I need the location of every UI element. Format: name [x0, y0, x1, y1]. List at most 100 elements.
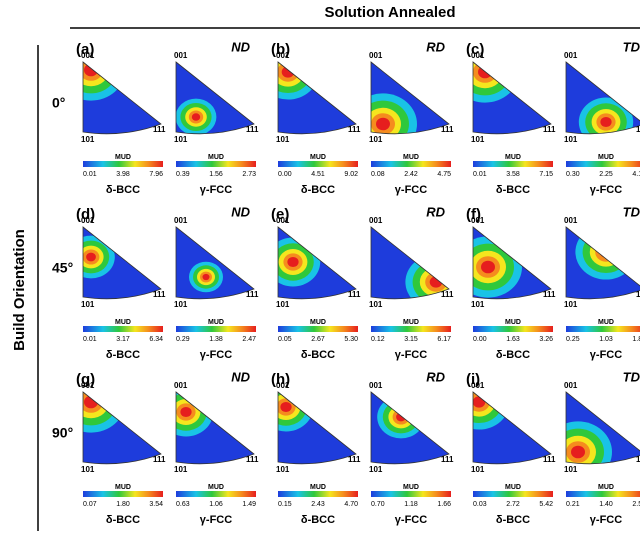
- phase-label: γ-FCC: [395, 349, 427, 361]
- colorbar-tick: 9.02: [344, 171, 358, 178]
- colorbar-tick: 2.67: [311, 336, 325, 343]
- corner-label: 111: [246, 455, 259, 464]
- corner-label: 101: [471, 300, 485, 309]
- phase-label: γ-FCC: [395, 184, 427, 196]
- colorbar-label: MUD: [208, 154, 224, 161]
- corner-label: 001: [564, 51, 578, 60]
- colorbar: [473, 326, 553, 332]
- colorbar-tick: 0.01: [473, 171, 487, 178]
- colorbar-label: MUD: [208, 484, 224, 491]
- phase-label: δ-BCC: [106, 514, 140, 526]
- colorbar-label: MUD: [403, 484, 419, 491]
- ipf-map: 001 101 111 MUD 0.21 1.40 2.59 γ-FCC: [564, 381, 640, 526]
- colorbar-label: MUD: [208, 319, 224, 326]
- corner-label: 101: [369, 300, 383, 309]
- panel-label: (c): [466, 41, 484, 58]
- y-axis-label: Build Orientation: [11, 229, 28, 351]
- row-label: 0°: [52, 95, 65, 111]
- direction-label: TD: [623, 369, 640, 384]
- colorbar: [176, 326, 256, 332]
- phase-label: γ-FCC: [590, 184, 622, 196]
- ipf-map: 001 101 111 MUD 0.39 1.56 2.73 γ-FCC: [174, 51, 259, 196]
- colorbar: [176, 491, 256, 497]
- colorbar: [83, 326, 163, 332]
- colorbar-tick: 0.21: [566, 501, 580, 508]
- colorbar-tick: 3.15: [404, 336, 418, 343]
- corner-label: 101: [564, 300, 578, 309]
- colorbar-tick: 0.12: [371, 336, 385, 343]
- colorbar-tick: 6.17: [437, 336, 451, 343]
- colorbar: [83, 491, 163, 497]
- phase-label: γ-FCC: [590, 514, 622, 526]
- ipf-map: 001 101 111 MUD 0.00 4.51 9.02 δ-BCC: [276, 51, 361, 196]
- corner-label: 101: [564, 135, 578, 144]
- colorbar-tick: 0.25: [566, 336, 580, 343]
- colorbar-label: MUD: [115, 154, 131, 161]
- corner-label: 111: [441, 455, 454, 464]
- colorbar-tick: 0.63: [176, 501, 190, 508]
- corner-label: 111: [153, 125, 166, 134]
- corner-label: 111: [441, 290, 454, 299]
- colorbar-tick: 0.01: [83, 336, 97, 343]
- colorbar-tick: 7.96: [149, 171, 163, 178]
- colorbar-tick: 1.56: [209, 171, 223, 178]
- direction-label: TD: [623, 39, 640, 54]
- phase-label: γ-FCC: [200, 184, 232, 196]
- corner-label: 111: [543, 125, 556, 134]
- corner-label: 101: [471, 135, 485, 144]
- direction-label: RD: [426, 204, 445, 219]
- colorbar: [176, 161, 256, 167]
- colorbar: [278, 491, 358, 497]
- corner-label: 111: [348, 455, 361, 464]
- corner-label: 111: [543, 290, 556, 299]
- colorbar-label: MUD: [310, 154, 326, 161]
- colorbar-label: MUD: [115, 319, 131, 326]
- corner-label: 101: [369, 135, 383, 144]
- corner-label: 001: [369, 216, 383, 225]
- colorbar-tick: 4.51: [311, 171, 325, 178]
- colorbar-tick: 0.39: [176, 171, 190, 178]
- colorbar-tick: 1.80: [116, 501, 130, 508]
- ipf-map: 001 101 111 MUD 0.08 2.42 4.75 γ-FCC: [369, 51, 454, 196]
- corner-label: 101: [276, 465, 290, 474]
- corner-label: 111: [636, 125, 640, 134]
- colorbar-tick: 7.15: [539, 171, 553, 178]
- corner-label: 101: [174, 300, 188, 309]
- colorbar-label: MUD: [310, 319, 326, 326]
- phase-label: γ-FCC: [200, 349, 232, 361]
- colorbar-tick: 1.40: [599, 501, 613, 508]
- colorbar-tick: 2.25: [599, 171, 613, 178]
- ipf-map: 001 101 111 MUD 0.30 2.25 4.19 γ-FCC: [564, 51, 640, 196]
- corner-label: 111: [636, 290, 640, 299]
- phase-label: γ-FCC: [200, 514, 232, 526]
- ipf-map: 001 101 111 MUD 0.15 2.43 4.70 δ-BCC: [276, 381, 361, 526]
- direction-label: ND: [231, 204, 250, 219]
- corner-label: 001: [369, 51, 383, 60]
- phase-label: δ-BCC: [301, 514, 335, 526]
- colorbar-tick: 0.01: [83, 171, 97, 178]
- colorbar: [473, 161, 553, 167]
- colorbar-tick: 6.34: [149, 336, 163, 343]
- corner-label: 001: [564, 381, 578, 390]
- colorbar-tick: 2.72: [506, 501, 520, 508]
- row-label: 90°: [52, 425, 73, 441]
- colorbar-tick: 0.30: [566, 171, 580, 178]
- colorbar: [566, 491, 640, 497]
- corner-label: 101: [276, 300, 290, 309]
- corner-label: 001: [471, 51, 485, 60]
- colorbar-tick: 0.15: [278, 501, 292, 508]
- colorbar-tick: 3.58: [506, 171, 520, 178]
- corner-label: 111: [246, 290, 259, 299]
- ipf-map: 001 101 111 MUD 0.03 2.72 5.42 δ-BCC: [471, 381, 556, 526]
- corner-label: 001: [471, 216, 485, 225]
- ipf-map: 001 101 111 MUD 0.25 1.03 1.81 γ-FCC: [564, 216, 640, 361]
- corner-label: 101: [174, 135, 188, 144]
- panel-label: (f): [466, 206, 481, 223]
- colorbar-label: MUD: [505, 484, 521, 491]
- corner-label: 111: [441, 125, 454, 134]
- colorbar-label: MUD: [505, 319, 521, 326]
- panel-label: (h): [271, 371, 290, 388]
- colorbar-tick: 2.59: [632, 501, 640, 508]
- colorbar-tick: 2.42: [404, 171, 418, 178]
- colorbar-tick: 2.73: [242, 171, 256, 178]
